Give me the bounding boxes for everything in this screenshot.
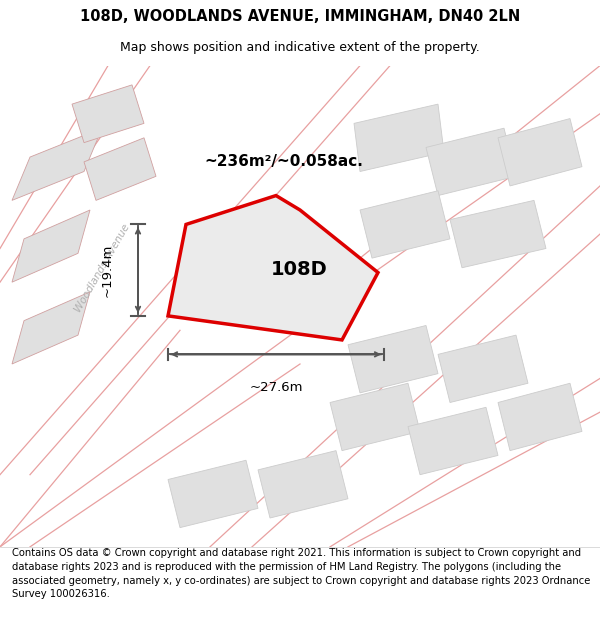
Text: 108D, WOODLANDS AVENUE, IMMINGHAM, DN40 2LN: 108D, WOODLANDS AVENUE, IMMINGHAM, DN40 … [80, 9, 520, 24]
Polygon shape [84, 138, 156, 201]
Polygon shape [258, 451, 348, 518]
Text: ~27.6m: ~27.6m [249, 381, 303, 394]
Text: Contains OS data © Crown copyright and database right 2021. This information is : Contains OS data © Crown copyright and d… [12, 548, 590, 599]
Polygon shape [450, 201, 546, 268]
Polygon shape [354, 104, 444, 171]
Text: ~236m²/~0.058ac.: ~236m²/~0.058ac. [204, 154, 363, 169]
Text: Woodlands Avenue: Woodlands Avenue [73, 222, 131, 314]
Polygon shape [426, 128, 516, 196]
Polygon shape [348, 326, 438, 393]
Polygon shape [168, 460, 258, 528]
Polygon shape [360, 191, 450, 258]
Polygon shape [498, 119, 582, 186]
Polygon shape [438, 335, 528, 402]
Text: ~19.4m: ~19.4m [101, 244, 114, 297]
Polygon shape [498, 383, 582, 451]
Polygon shape [408, 408, 498, 475]
Polygon shape [12, 292, 90, 364]
Polygon shape [12, 128, 102, 201]
Polygon shape [168, 196, 378, 340]
Polygon shape [12, 210, 90, 282]
Polygon shape [330, 383, 420, 451]
Polygon shape [72, 85, 144, 142]
Text: Map shows position and indicative extent of the property.: Map shows position and indicative extent… [120, 41, 480, 54]
Text: 108D: 108D [271, 260, 328, 279]
